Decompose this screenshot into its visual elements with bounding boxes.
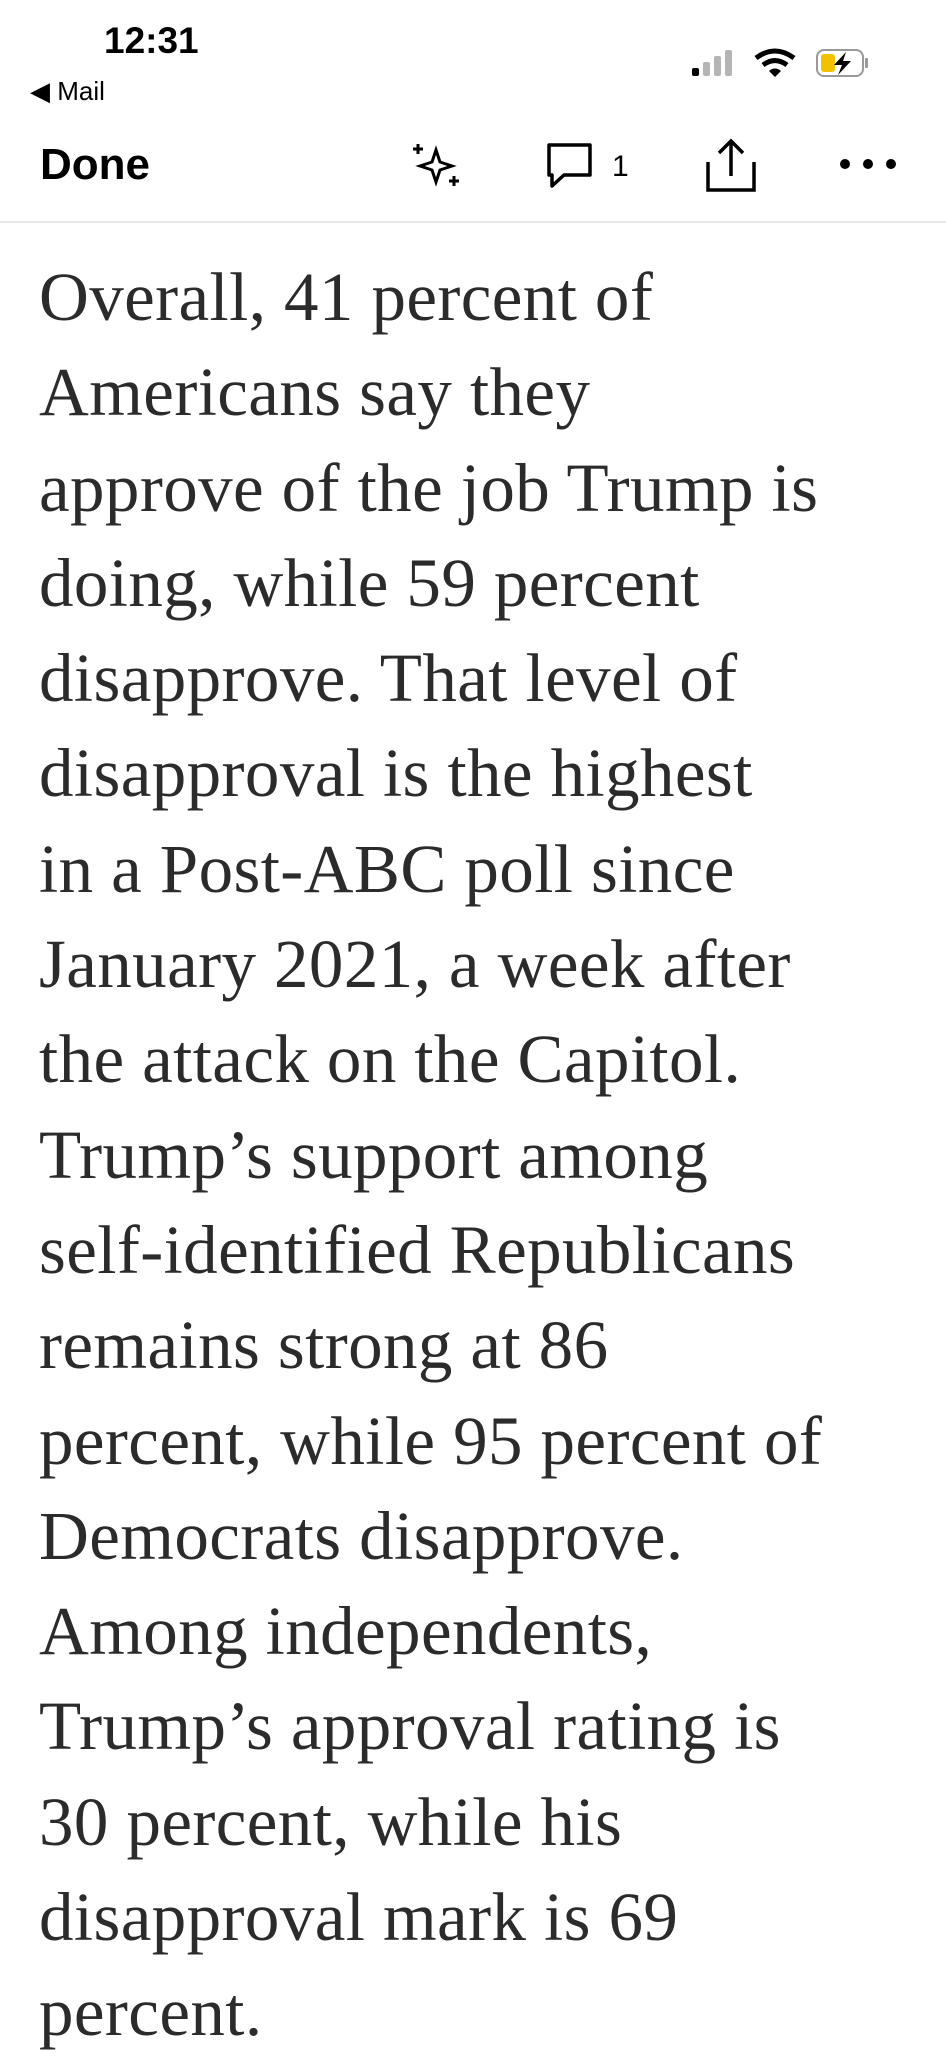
- article-line: doing, while 59 percent: [39, 544, 700, 621]
- article-line: disapproval is the highest: [39, 735, 753, 812]
- article-line: percent, while 95 percent of: [39, 1402, 823, 1479]
- back-to-app[interactable]: ◀ Mail: [30, 76, 105, 106]
- ai-icon[interactable]: [410, 140, 470, 190]
- article-line: Trump’s support among: [39, 1116, 709, 1193]
- article-line: percent.: [39, 1974, 263, 2051]
- article-line: Among independents,: [39, 1593, 653, 1670]
- article-line: Overall, 41 percent of: [39, 259, 654, 335]
- article-line: January 2021, a week after: [39, 926, 791, 1003]
- article-line: Americans say they: [39, 354, 591, 431]
- back-label[interactable]: Mail: [57, 76, 105, 106]
- article-line: disapproval mark is 69: [39, 1879, 679, 1956]
- article-body: Overall, 41 percent of Americans say they…: [39, 250, 939, 2061]
- article-line: disapprove. That level of: [39, 640, 738, 717]
- article-line: the attack on the Capitol.: [39, 1021, 742, 1098]
- article-line: approve of the job Trump is: [39, 449, 819, 526]
- share-icon[interactable]: [704, 138, 760, 194]
- article-line: Trump’s approval rating is: [39, 1688, 781, 1765]
- article-line: remains strong at 86: [39, 1307, 609, 1384]
- status-icons: [692, 48, 868, 77]
- article-line: 30 percent, while his: [39, 1783, 623, 1860]
- article-line: self-identified Republicans: [39, 1211, 796, 1288]
- divider: [0, 221, 946, 223]
- article-line: Democrats disapprove.: [39, 1497, 684, 1574]
- done-button[interactable]: Done: [40, 140, 150, 189]
- comment-icon[interactable]: [546, 142, 606, 192]
- status-time: 12:31: [104, 20, 199, 61]
- comment-count[interactable]: 1: [612, 150, 629, 183]
- article-line: in a Post-ABC poll since: [39, 830, 735, 907]
- more-icon[interactable]: [836, 154, 906, 174]
